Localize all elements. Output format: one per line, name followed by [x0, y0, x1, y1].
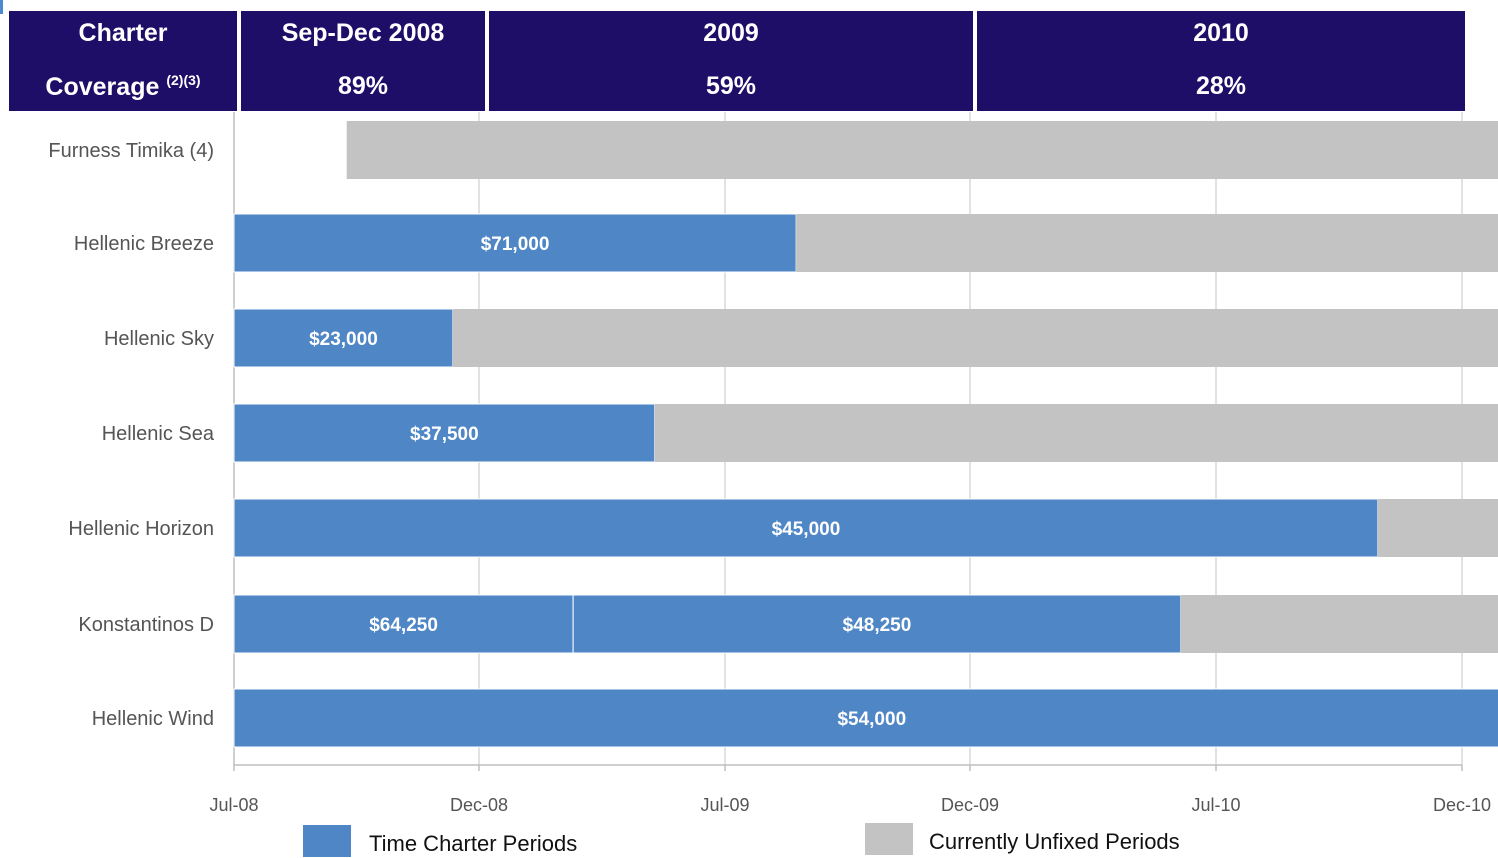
x-tick-label: Dec-09 — [941, 795, 999, 815]
y-category-label: Hellenic Sky — [104, 328, 214, 350]
time-charter-bar — [233, 688, 1498, 748]
y-category-label: Hellenic Horizon — [68, 518, 214, 540]
unfixed-bar — [452, 309, 1498, 367]
x-tick-label: Dec-10 — [1433, 795, 1491, 815]
charter-timeline-chart: Jul-08 Dec-08 Jul-09 Dec-09 Jul-10 Dec-10 Furn… — [48, 112, 1498, 815]
y-category-label: Hellenic Sea — [102, 423, 215, 445]
unfixed-bar — [346, 121, 1498, 179]
legend-swatch-unfixed — [865, 823, 913, 855]
header-2010-coverage: 28% — [1195, 72, 1247, 100]
header-divider — [973, 11, 977, 111]
header-2008-coverage: 89% — [337, 72, 389, 100]
bar-rate-label: $37,500 — [410, 424, 479, 445]
time-charter-bar — [233, 594, 574, 654]
bar-rate-label: $45,000 — [772, 519, 841, 540]
time-charter-bar — [233, 213, 797, 273]
charter-coverage-header: Charter Coverage (2)(3) Sep-Dec 2008 89%… — [9, 11, 1465, 111]
header-cell-2010: 2010 28% — [977, 11, 1465, 111]
bar-rate-label: $64,250 — [369, 615, 438, 636]
time-charter-bar — [233, 498, 1379, 558]
header-coverage-label: Coverage — [45, 73, 160, 101]
time-charter-bar — [233, 403, 656, 463]
y-category-label: Hellenic Breeze — [74, 233, 214, 255]
header-cell-2009: 2009 59% — [489, 11, 973, 111]
unfixed-bar — [654, 404, 1498, 462]
header-2010-period: 2010 — [1193, 19, 1249, 47]
bar-rate-label: $23,000 — [309, 329, 378, 350]
x-tick-label: Jul-10 — [1191, 795, 1240, 815]
time-charter-bar — [233, 308, 454, 368]
x-tick-label: Dec-08 — [450, 795, 508, 815]
y-category-label: Furness Timika (4) — [48, 140, 214, 162]
x-tick-label: Jul-09 — [700, 795, 749, 815]
header-2008-period: Sep-Dec 2008 — [281, 19, 445, 47]
header-cell-2008: Sep-Dec 2008 89% — [241, 11, 485, 111]
bar-rate-label: $48,250 — [843, 615, 912, 636]
bar-rate-label: $54,000 — [837, 709, 906, 730]
header-cell-coverage: Charter Coverage (2)(3) — [9, 11, 237, 111]
header-coverage-line1: Charter — [78, 19, 168, 47]
header-2009-period: 2009 — [703, 19, 759, 47]
header-coverage-line2: Coverage (2)(3) — [9, 72, 237, 102]
unfixed-bar — [1377, 499, 1498, 557]
legend-label-time-charter: Time Charter Periods — [369, 831, 578, 856]
bar-rate-label: $71,000 — [481, 234, 550, 255]
header-divider — [485, 11, 489, 111]
header-coverage-footnote: (2)(3) — [166, 72, 201, 88]
unfixed-bar — [1180, 595, 1498, 653]
x-tick-label: Jul-08 — [209, 795, 258, 815]
legend-label-unfixed: Currently Unfixed Periods — [929, 829, 1180, 854]
y-category-label: Hellenic Wind — [92, 708, 214, 730]
legend-swatch-time-charter — [303, 825, 351, 857]
corner-accent — [0, 0, 3, 14]
y-category-label: Konstantinos D — [78, 614, 214, 636]
header-2009-coverage: 59% — [705, 72, 757, 100]
unfixed-bar — [796, 214, 1498, 272]
header-divider — [237, 11, 241, 111]
